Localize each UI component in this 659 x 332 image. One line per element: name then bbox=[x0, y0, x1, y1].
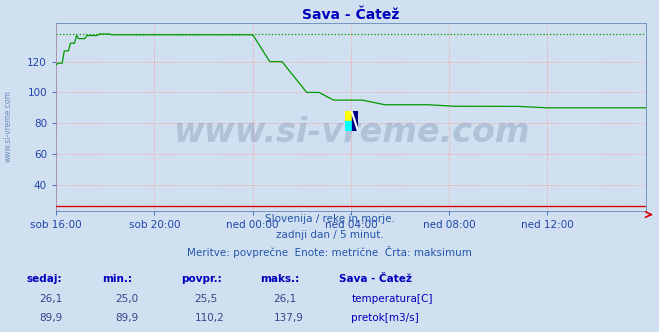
Text: 137,9: 137,9 bbox=[273, 313, 303, 323]
Bar bbox=[345, 111, 351, 121]
Text: sedaj:: sedaj: bbox=[26, 274, 62, 284]
Text: Sava - Čatež: Sava - Čatež bbox=[339, 274, 413, 284]
Text: zadnji dan / 5 minut.: zadnji dan / 5 minut. bbox=[275, 230, 384, 240]
Text: Slovenija / reke in morje.: Slovenija / reke in morje. bbox=[264, 214, 395, 224]
Text: www.si-vreme.com: www.si-vreme.com bbox=[3, 90, 13, 162]
Text: 89,9: 89,9 bbox=[40, 313, 63, 323]
Bar bbox=[345, 121, 351, 131]
Text: 110,2: 110,2 bbox=[194, 313, 224, 323]
Text: pretok[m3/s]: pretok[m3/s] bbox=[351, 313, 419, 323]
Text: 89,9: 89,9 bbox=[115, 313, 138, 323]
Text: Meritve: povprečne  Enote: metrične  Črta: maksimum: Meritve: povprečne Enote: metrične Črta:… bbox=[187, 246, 472, 258]
Title: Sava - Čatež: Sava - Čatež bbox=[302, 8, 399, 22]
Text: www.si-vreme.com: www.si-vreme.com bbox=[173, 116, 529, 148]
Text: temperatura[C]: temperatura[C] bbox=[351, 294, 433, 304]
Text: min.:: min.: bbox=[102, 274, 132, 284]
Text: 25,0: 25,0 bbox=[115, 294, 138, 304]
Text: maks.:: maks.: bbox=[260, 274, 300, 284]
Text: 26,1: 26,1 bbox=[40, 294, 63, 304]
Bar bbox=[351, 111, 358, 131]
Text: povpr.:: povpr.: bbox=[181, 274, 222, 284]
Text: 25,5: 25,5 bbox=[194, 294, 217, 304]
Text: 26,1: 26,1 bbox=[273, 294, 297, 304]
